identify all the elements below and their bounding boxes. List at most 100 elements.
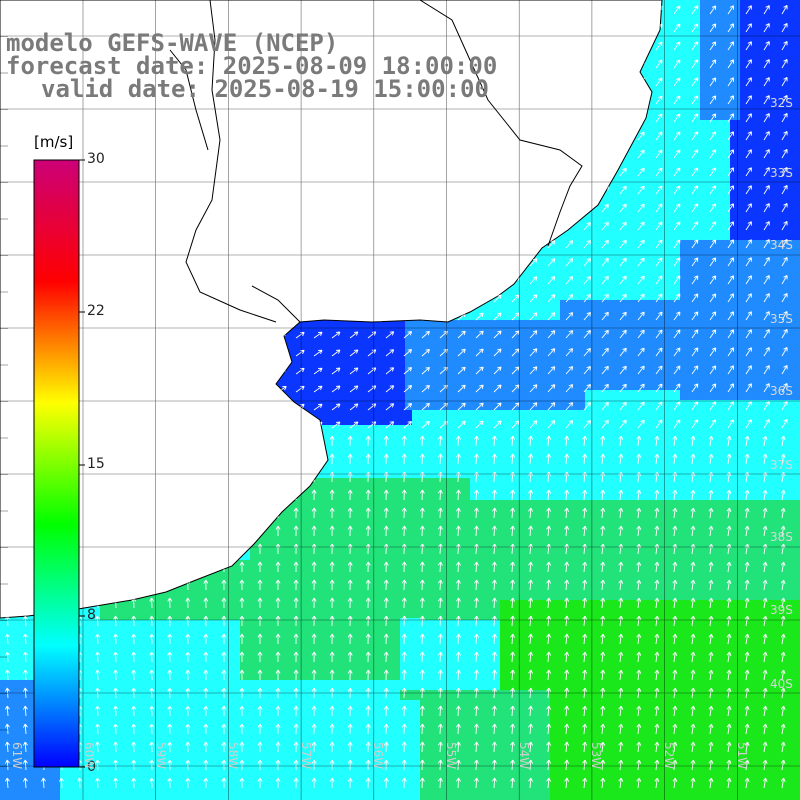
wind-arrow [403,385,413,393]
wind-arrow [673,329,681,339]
wind-arrow [564,597,570,609]
wind-arrow [709,41,717,51]
wind-arrow [474,705,479,717]
wind-arrow [564,507,570,519]
wind-arrow [403,367,413,375]
wind-arrow [293,579,299,591]
wind-arrow [492,777,497,789]
wind-arrow [763,293,770,303]
wind-arrow [781,203,788,213]
wind-arrow [672,651,678,663]
wind-arrow [149,597,155,609]
wind-arrow [59,777,64,789]
wind-arrow [672,435,678,447]
wind-arrow [655,113,663,123]
wind-arrow [763,149,770,159]
wind-arrow [275,705,281,716]
wind-arrow [293,669,299,681]
wind-arrow [528,453,534,465]
wind-arrow [492,705,497,717]
wind-arrow [22,615,28,627]
wind-arrow [528,651,534,663]
wind-arrow [349,349,359,357]
wind-arrow [619,419,627,429]
wind-arrow [221,723,227,735]
wind-arrow [113,615,119,627]
wind-arrow [257,615,263,626]
wind-arrow [781,365,788,375]
wind-arrow [691,131,699,141]
wind-arrow [365,561,371,573]
wind-arrow [329,651,335,663]
wind-arrow [149,777,155,789]
wind-arrow [727,113,734,123]
wind-arrow [492,759,497,771]
wind-arrow [619,347,627,357]
wind-arrow [437,597,443,609]
wind-arrow [691,77,699,87]
wind-arrow [401,579,407,591]
wind-arrow [655,401,663,411]
wind-arrow [257,561,263,572]
wind-arrow [780,705,786,717]
wind-arrow [546,651,552,663]
wind-arrow [780,597,786,609]
wind-arrow [619,293,627,303]
wind-arrow [293,777,299,789]
wind-arrow [745,257,752,267]
wind-arrow [167,723,173,735]
wind-arrow [654,651,660,663]
wind-arrow [564,525,570,537]
wind-arrow [636,525,642,537]
wind-arrow [708,615,714,627]
wind-arrow [492,489,497,501]
wind-arrow [167,615,173,627]
wind-arrow [311,759,317,771]
wind-arrow [475,402,484,411]
wind-arrow [203,615,209,627]
wind-arrow [781,329,788,339]
wind-arrow [690,741,696,753]
wind-arrow [780,669,786,681]
wind-arrow [582,633,588,645]
wind-arrow [474,651,479,663]
wind-arrow [690,579,696,591]
wind-arrow [349,421,359,429]
wind-arrow [401,561,407,573]
wind-arrow [167,633,173,645]
wind-arrow [727,131,734,141]
wind-arrow [456,453,461,465]
wind-arrow [528,633,534,645]
wind-arrow [383,561,389,573]
wind-arrow [618,525,624,537]
wind-arrow [474,669,479,681]
wind-arrow [383,669,389,681]
wind-arrow [257,759,263,770]
wind-arrow [474,777,479,789]
wind-arrow [167,597,173,609]
wind-arrow [546,669,552,681]
wind-arrow [655,95,663,105]
wind-arrow [619,221,627,231]
wind-arrow [293,705,299,717]
wind-arrow [401,651,407,663]
wind-arrow [293,561,299,573]
wind-arrow [113,651,119,663]
wind-arrow [691,41,699,51]
wind-arrow [582,651,588,663]
wind-arrow [673,113,681,123]
wind-arrow [618,777,624,789]
wind-arrow [744,741,750,753]
wind-arrow [419,705,425,717]
wind-arrow [185,741,191,753]
wind-arrow [600,669,606,681]
wind-arrow [618,759,624,771]
wind-arrow [365,741,371,753]
wind-arrow [293,615,299,627]
wind-arrow [727,59,734,69]
wind-arrow [726,579,732,591]
wind-arrow [347,741,353,753]
wind-arrow [673,131,681,141]
ocean-light-shelf [405,320,585,410]
wind-arrow [221,777,227,789]
